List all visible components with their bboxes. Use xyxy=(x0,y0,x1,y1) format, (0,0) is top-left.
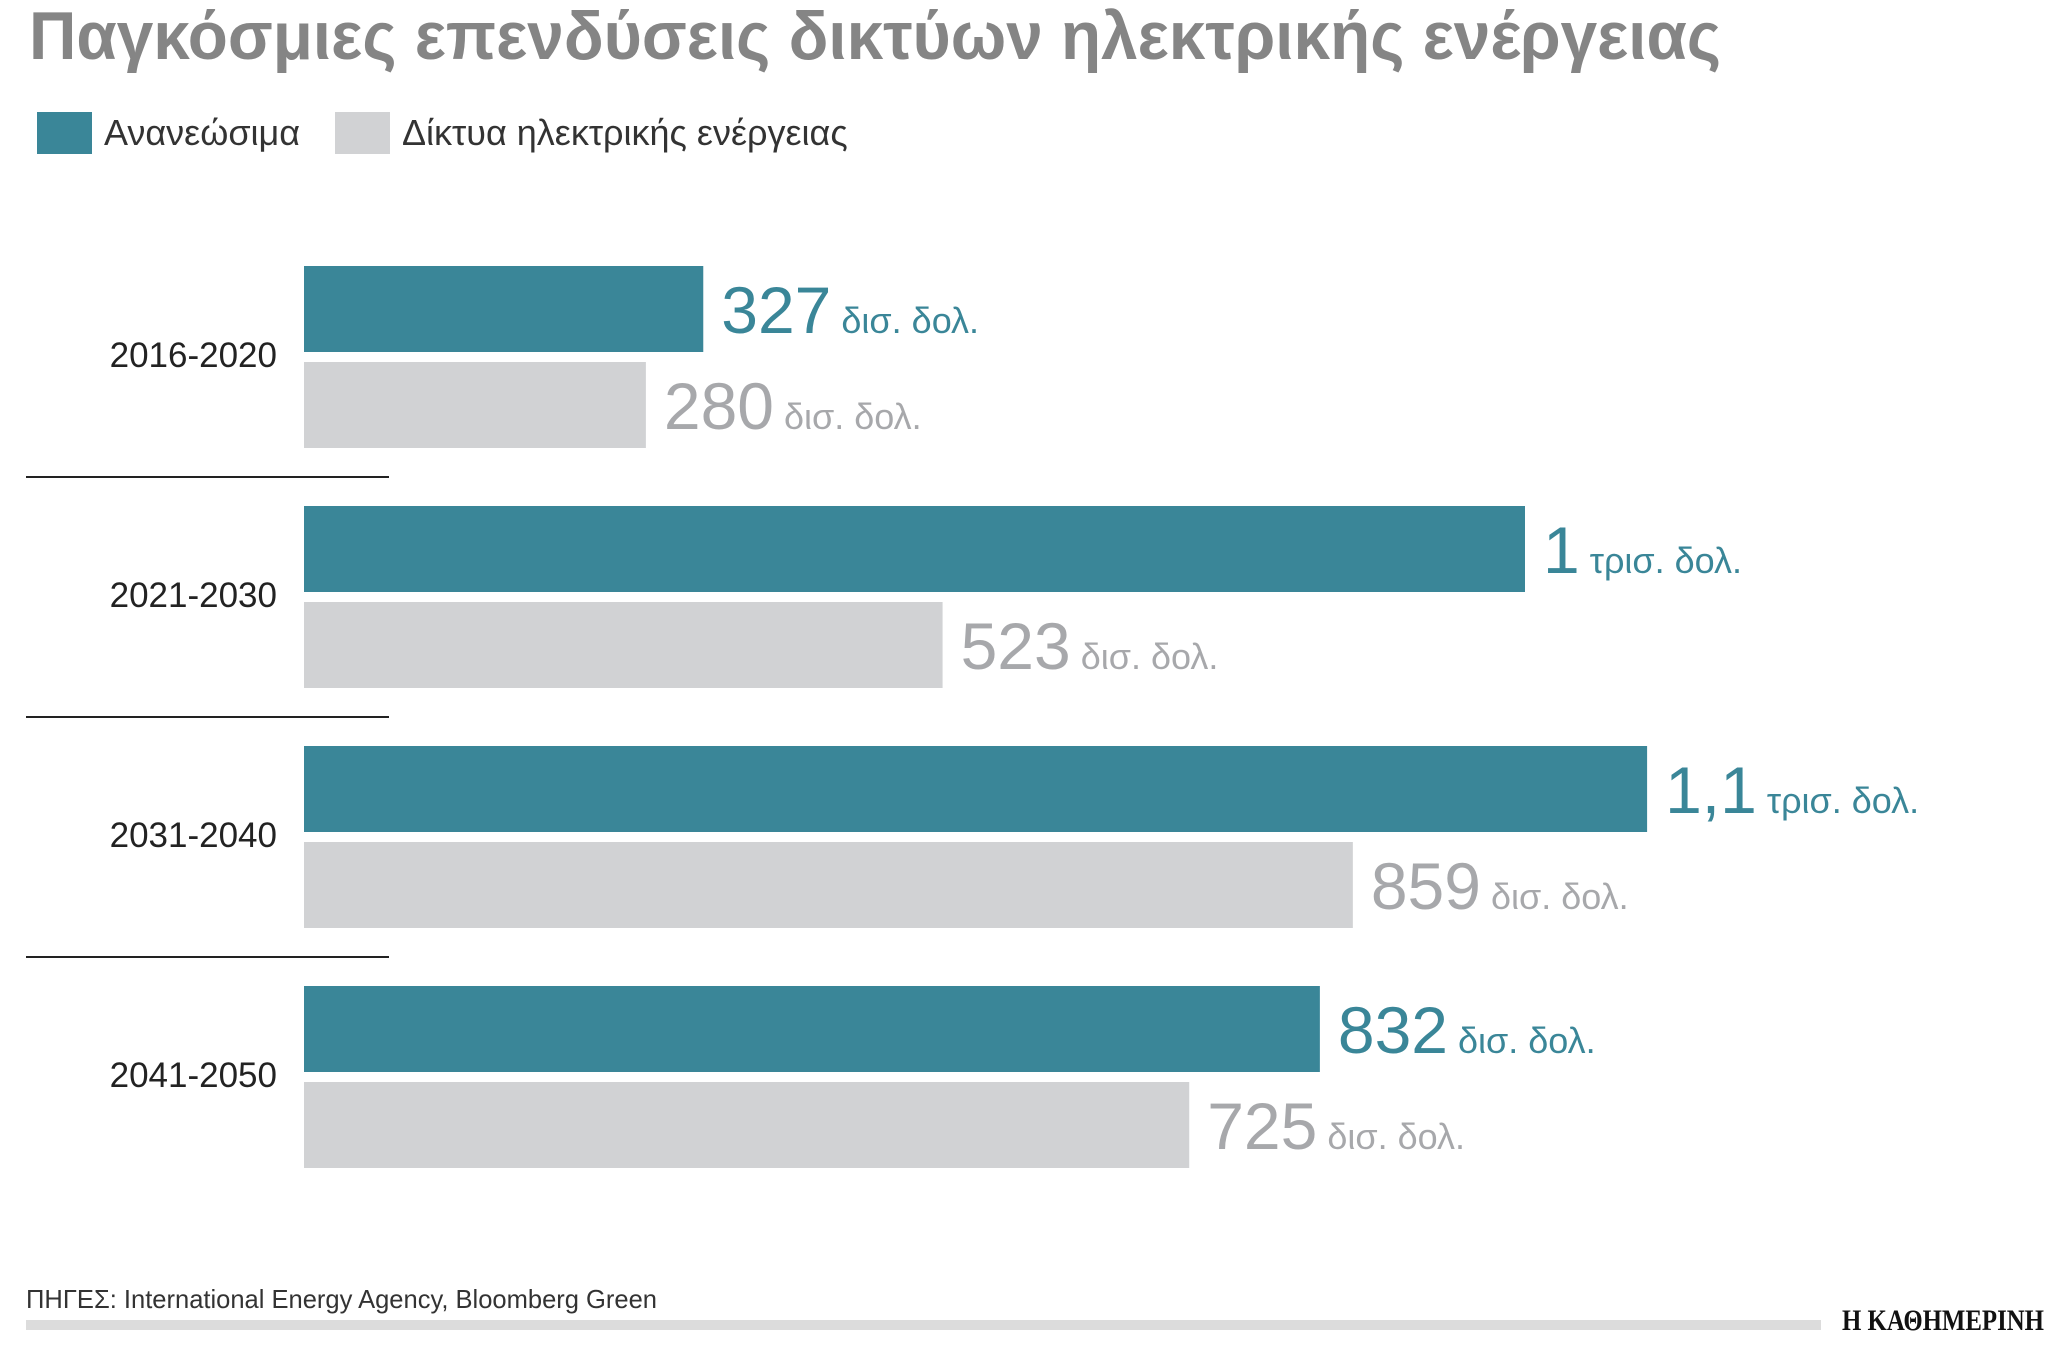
bar xyxy=(304,842,1353,928)
brand: Η ΚΑΘΗΜΕΡΙΝΗ xyxy=(1842,1304,2044,1337)
bar xyxy=(304,746,1648,832)
bar xyxy=(304,986,1320,1072)
legend-label: Δίκτυα ηλεκτρικής ενέργειας xyxy=(402,112,848,153)
legend-swatch xyxy=(37,112,92,154)
category-label: 2021-2030 xyxy=(110,576,277,615)
value-unit: δισ. δολ. xyxy=(1317,1116,1465,1157)
value-label: 725 δισ. δολ. xyxy=(1207,1089,1465,1163)
value-label: 327 δισ. δολ. xyxy=(721,273,979,347)
chart-title: Παγκόσμιες επενδύσεις δικτύων ηλεκτρικής… xyxy=(29,0,1721,74)
value-label: 1,1 τρισ. δολ. xyxy=(1665,753,1919,827)
legend-label: Ανανεώσιμα xyxy=(104,112,300,153)
legend-swatch xyxy=(335,112,390,154)
bar xyxy=(304,266,704,352)
source: ΠΗΓΕΣ: International Energy Agency, Bloo… xyxy=(26,1284,657,1314)
value-unit: δισ. δολ. xyxy=(831,300,979,341)
bar xyxy=(304,506,1525,592)
value-number: 280 xyxy=(664,369,774,443)
value-unit: δισ. δολ. xyxy=(1481,876,1629,917)
value-number: 832 xyxy=(1338,993,1448,1067)
bar xyxy=(304,602,943,688)
value-label: 523 δισ. δολ. xyxy=(961,609,1219,683)
category-label: 2016-2020 xyxy=(110,336,277,375)
value-label: 859 δισ. δολ. xyxy=(1371,849,1629,923)
category-label: 2031-2040 xyxy=(110,816,277,855)
value-unit: τρισ. δολ. xyxy=(1580,540,1742,581)
value-number: 327 xyxy=(721,273,831,347)
value-number: 725 xyxy=(1207,1089,1317,1163)
value-unit: δισ. δολ. xyxy=(1071,636,1219,677)
footer-rule xyxy=(26,1320,1821,1330)
value-label: 280 δισ. δολ. xyxy=(664,369,922,443)
value-number: 1,1 xyxy=(1665,753,1757,827)
value-unit: δισ. δολ. xyxy=(1448,1020,1596,1061)
value-number: 1 xyxy=(1543,513,1580,587)
value-number: 523 xyxy=(961,609,1071,683)
bar xyxy=(304,362,646,448)
value-unit: δισ. δολ. xyxy=(774,396,922,437)
category-label: 2041-2050 xyxy=(110,1056,277,1095)
bar xyxy=(304,1082,1190,1168)
value-label: 1 τρισ. δολ. xyxy=(1543,513,1742,587)
value-label: 832 δισ. δολ. xyxy=(1338,993,1596,1067)
value-number: 859 xyxy=(1371,849,1481,923)
value-unit: τρισ. δολ. xyxy=(1757,780,1919,821)
